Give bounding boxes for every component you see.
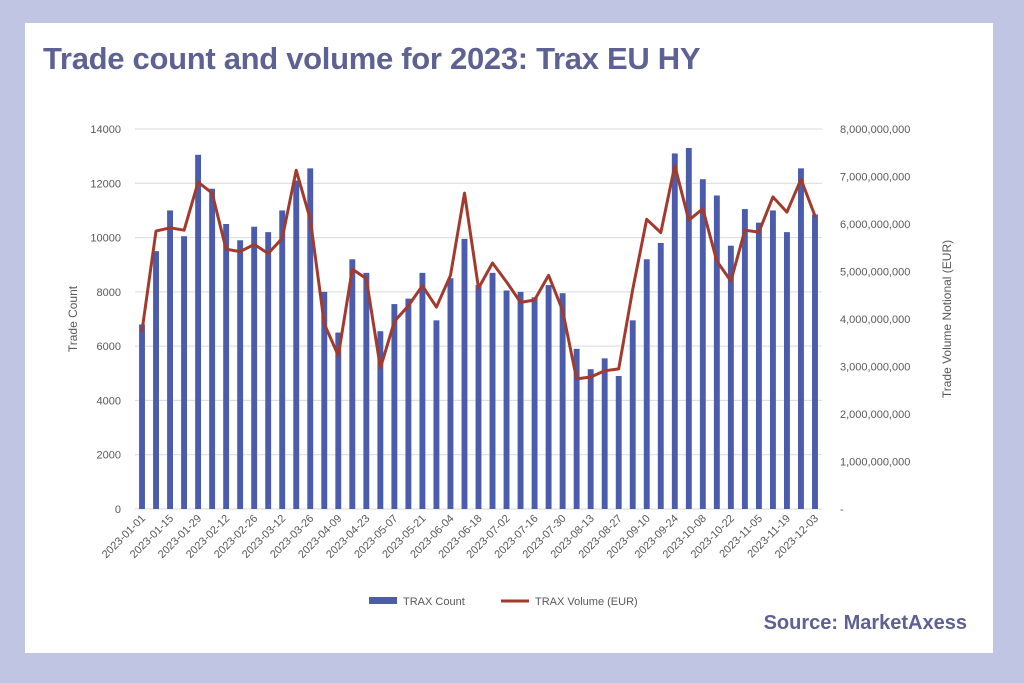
y-tick-label: 2000	[97, 450, 121, 462]
legend-label-count: TRAX Count	[403, 596, 465, 608]
bar	[335, 332, 342, 509]
chart-title: Trade count and volume for 2023: Trax EU…	[43, 41, 701, 76]
legend-label-volume: TRAX Volume (EUR)	[535, 596, 638, 608]
y-tick-label: 0	[115, 504, 121, 516]
bar	[517, 291, 524, 509]
bar	[657, 243, 664, 509]
bar	[195, 154, 202, 510]
source-credit: Source: MarketAxess	[763, 612, 967, 634]
y2-tick-label: 7,000,000,000	[840, 172, 910, 184]
y2-tick-label: 6,000,000,000	[840, 219, 910, 231]
bar	[209, 188, 216, 509]
y2-tick-label: 5,000,000,000	[840, 267, 910, 279]
bar	[629, 320, 636, 509]
y2-tick-label: 1,000,000,000	[840, 457, 910, 469]
bar	[798, 168, 804, 509]
y-tick-label: 8000	[97, 287, 121, 299]
bar	[237, 240, 244, 510]
bar	[587, 369, 594, 509]
bar	[391, 304, 398, 509]
bar	[251, 226, 258, 509]
bar	[293, 180, 300, 510]
bar	[279, 210, 286, 509]
bar	[433, 320, 440, 509]
bar	[377, 331, 384, 509]
bar	[349, 259, 356, 509]
bar	[321, 291, 328, 509]
bar	[769, 210, 776, 509]
bar	[447, 278, 454, 509]
bar	[741, 209, 748, 510]
bar	[559, 293, 566, 509]
y2-axis-label: Trade Volume Notional (EUR)	[940, 240, 954, 398]
volume-line	[140, 164, 817, 381]
bar	[503, 290, 510, 509]
bar	[699, 179, 706, 509]
bar	[223, 224, 230, 509]
bar	[167, 210, 173, 509]
y-tick-label: 4000	[97, 395, 121, 407]
y2-tick-label: 2,000,000,000	[840, 409, 910, 421]
bar	[812, 214, 818, 509]
bar	[419, 272, 426, 509]
bar	[139, 324, 145, 509]
bar	[531, 297, 538, 509]
y2-tick-label: 8,000,000,000	[840, 124, 910, 136]
y-tick-label: 10000	[90, 233, 121, 245]
bar	[601, 358, 608, 509]
bar	[475, 285, 482, 509]
bar	[461, 238, 468, 509]
bar	[615, 376, 622, 509]
bar	[573, 348, 580, 509]
bar	[727, 245, 734, 509]
y-tick-label: 14000	[90, 124, 121, 136]
bar	[671, 153, 678, 509]
bar	[153, 251, 159, 509]
bar	[405, 298, 412, 509]
chart-card: Trade count and volume for 2023: Trax EU…	[25, 23, 993, 653]
y2-tick-label: -	[840, 504, 844, 516]
bar	[545, 285, 552, 509]
bar	[784, 232, 790, 509]
bar	[713, 195, 720, 509]
bar	[489, 272, 496, 509]
bar	[363, 272, 370, 509]
y-tick-label: 6000	[97, 341, 121, 353]
chart-svg: 0 2000 4000 6000 8000 10000 12000 14000 - 1,000,0…	[66, 124, 954, 608]
bar	[685, 148, 692, 509]
bar	[643, 259, 650, 509]
y2-tick-label: 4,000,000,000	[840, 314, 910, 326]
y-tick-label: 12000	[90, 178, 121, 190]
bar	[181, 236, 188, 509]
bar	[265, 232, 272, 509]
y-axis-label: Trade Count	[66, 285, 80, 352]
y2-tick-label: 3,000,000,000	[840, 362, 910, 374]
bar	[755, 222, 762, 509]
legend-swatch-count	[369, 597, 397, 604]
bar	[307, 168, 314, 509]
